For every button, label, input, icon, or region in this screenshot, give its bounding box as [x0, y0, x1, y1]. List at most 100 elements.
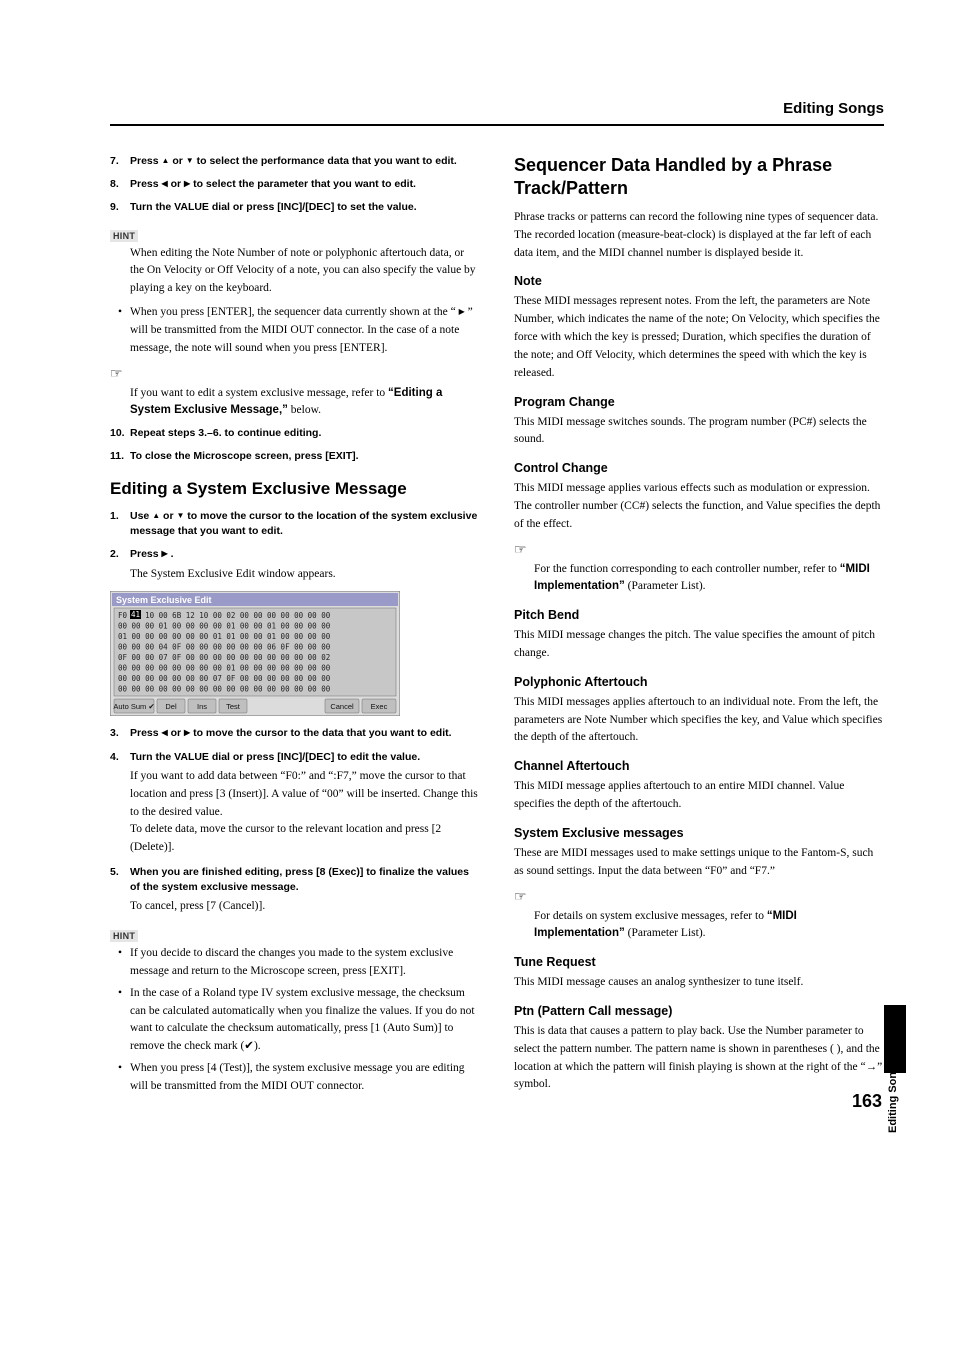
intro-paragraph: Phrase tracks or patterns can record the…: [514, 209, 884, 262]
svg-text:41: 41: [131, 610, 140, 619]
hint-bullet: • When you press [ENTER], the sequencer …: [118, 304, 480, 357]
paragraph: This MIDI message applies aftertouch to …: [514, 778, 884, 814]
step-body: To close the Microscope screen, press [E…: [130, 449, 480, 464]
svg-text:00 00 00 01 00 00 00 00 01 0: 00 00 00 01 00 00 00 00 01 00 00 01 00 0…: [118, 622, 331, 631]
svg-text:0F 00 00 07 0F 00 00 00 00 0: 0F 00 00 07 0F 00 00 00 00 00 00 00 00 0…: [118, 653, 330, 662]
svg-text:Auto Sum ✔: Auto Sum ✔: [113, 702, 154, 711]
paragraph: These are MIDI messages used to make set…: [514, 845, 884, 881]
bullet-text: When you press [4 (Test)], the system ex…: [130, 1060, 480, 1096]
svg-text:System Exclusive Edit: System Exclusive Edit: [116, 595, 212, 605]
step: 8.Press or to select the parameter that …: [110, 177, 480, 192]
svg-text:F0 41 10 00 6B 12 10 00 02 0: F0 41 10 00 6B 12 10 00 02 00 00 00 00 0…: [118, 611, 331, 620]
hint-label: HINT: [110, 930, 138, 942]
step-instruction: Repeat steps 3.–6. to continue editing.: [130, 426, 480, 441]
step-instruction: Press or to select the performance data …: [130, 154, 480, 169]
pointer-body: For the function corresponding to each c…: [534, 561, 884, 597]
step-number: 11.: [110, 449, 130, 464]
step: 4.Turn the VALUE dial or press [INC]/[DE…: [110, 750, 480, 857]
pointer-body: If you want to edit a system exclusive m…: [130, 385, 480, 421]
page-number: 163: [852, 1091, 882, 1112]
svg-text:01 00 00 00 00 00 00 01 01 0: 01 00 00 00 00 00 00 01 01 00 00 01 00 0…: [118, 632, 331, 641]
step-number: 9.: [110, 200, 130, 215]
step-body: Turn the VALUE dial or press [INC]/[DEC]…: [130, 750, 480, 857]
pointer-icon: ☞: [514, 542, 527, 559]
step-instruction: Press or to move the cursor to the data …: [130, 726, 480, 741]
step-number: 4.: [110, 750, 130, 857]
bullet-dot: •: [118, 1060, 130, 1096]
step: 9.Turn the VALUE dial or press [INC]/[DE…: [110, 200, 480, 215]
step-instruction: Turn the VALUE dial or press [INC]/[DEC]…: [130, 200, 480, 215]
step: 7.Press or to select the performance dat…: [110, 154, 480, 169]
step-instruction: Use or to move the cursor to the locatio…: [130, 509, 480, 539]
section-header: Editing Songs: [110, 100, 884, 126]
sysex-edit-figure: System Exclusive Edit F0 41 10 00 6B 12 1…: [110, 591, 480, 716]
svg-text:Exec: Exec: [371, 702, 388, 711]
step-detail: To cancel, press [7 (Cancel)].: [130, 898, 480, 916]
subsection-heading: Editing a System Exclusive Message: [110, 479, 480, 499]
step-body: Use or to move the cursor to the locatio…: [130, 509, 480, 539]
step: 1.Use or to move the cursor to the locat…: [110, 509, 480, 539]
hint-bullet: •If you decide to discard the changes yo…: [118, 945, 480, 981]
paragraph: This MIDI message switches sounds. The p…: [514, 414, 884, 450]
subheading: Tune Request: [514, 955, 884, 969]
step-number: 3.: [110, 726, 130, 741]
pointer-icon: ☞: [110, 366, 123, 383]
svg-text:Test: Test: [226, 702, 241, 711]
paragraph: This MIDI message changes the pitch. The…: [514, 627, 884, 663]
hint-bullet: •When you press [4 (Test)], the system e…: [118, 1060, 480, 1096]
two-column-layout: 7.Press or to select the performance dat…: [110, 154, 884, 1100]
step: 11.To close the Microscope screen, press…: [110, 449, 480, 464]
bullet-dot: •: [118, 985, 130, 1056]
svg-text:Cancel: Cancel: [330, 702, 354, 711]
step-instruction: Press or to select the parameter that yo…: [130, 177, 480, 192]
step-number: 2.: [110, 547, 130, 583]
sysex-svg: System Exclusive Edit F0 41 10 00 6B 12 1…: [110, 591, 400, 716]
bullet-dot: •: [118, 945, 130, 981]
pointer-icon: ☞: [514, 889, 527, 906]
hint-label: HINT: [110, 230, 138, 242]
step-detail: The System Exclusive Edit window appears…: [130, 566, 480, 584]
paragraph: This is data that causes a pattern to pl…: [514, 1023, 884, 1094]
step-body: Repeat steps 3.–6. to continue editing.: [130, 426, 480, 441]
paragraph: This MIDI messages applies aftertouch to…: [514, 694, 884, 747]
right-column: Sequencer Data Handled by a Phrase Track…: [514, 154, 884, 1100]
subheading: System Exclusive messages: [514, 826, 884, 840]
subheading: Pitch Bend: [514, 608, 884, 622]
step-number: 7.: [110, 154, 130, 169]
step-body: Press or to move the cursor to the data …: [130, 726, 480, 741]
step: 5.When you are finished editing, press […: [110, 865, 480, 916]
main-heading: Sequencer Data Handled by a Phrase Track…: [514, 154, 884, 199]
step-instruction: To close the Microscope screen, press [E…: [130, 449, 480, 464]
subheading: Channel Aftertouch: [514, 759, 884, 773]
step: 3.Press or to move the cursor to the dat…: [110, 726, 480, 741]
paragraph: These MIDI messages represent notes. Fro…: [514, 293, 884, 382]
paragraph: This MIDI message causes an analog synth…: [514, 974, 884, 992]
left-column: 7.Press or to select the performance dat…: [110, 154, 480, 1100]
step: 10.Repeat steps 3.–6. to continue editin…: [110, 426, 480, 441]
svg-text:00 00 00 00 00 00 00 00 00 0: 00 00 00 00 00 00 00 00 00 00 00 00 00 0…: [118, 685, 331, 694]
step-number: 10.: [110, 426, 130, 441]
bullet-text: If you decide to discard the changes you…: [130, 945, 480, 981]
side-tab-label: Editing Songs: [887, 1059, 899, 1133]
svg-text:00 00 00 00 00 00 00 07 0F 0: 00 00 00 00 00 00 00 07 0F 00 00 00 00 0…: [118, 674, 331, 683]
hint-bullet: •In the case of a Roland type IV system …: [118, 985, 480, 1056]
step: 2.Press . The System Exclusive Edit windo…: [110, 547, 480, 583]
step-instruction: Turn the VALUE dial or press [INC]/[DEC]…: [130, 750, 480, 765]
hint-body: When editing the Note Number of note or …: [130, 245, 480, 298]
svg-text:00 00 00 00 00 00 00 00 01 0: 00 00 00 00 00 00 00 00 01 00 00 00 00 0…: [118, 664, 331, 673]
subheading: Ptn (Pattern Call message): [514, 1004, 884, 1018]
step-detail: If you want to add data between “F0:” an…: [130, 768, 480, 857]
step-instruction: Press .: [130, 547, 480, 562]
step-number: 1.: [110, 509, 130, 539]
svg-text:00 00 00 04 0F 00 00 00 00 0: 00 00 00 04 0F 00 00 00 00 00 00 06 0F 0…: [118, 643, 331, 652]
step-body: Press or to select the performance data …: [130, 154, 480, 169]
step-body: Press . The System Exclusive Edit window …: [130, 547, 480, 583]
subheading: Control Change: [514, 461, 884, 475]
step-body: Press or to select the parameter that yo…: [130, 177, 480, 192]
subheading: Note: [514, 274, 884, 288]
step-instruction: When you are finished editing, press [8 …: [130, 865, 480, 895]
paragraph: This MIDI message applies various effect…: [514, 480, 884, 533]
step-number: 8.: [110, 177, 130, 192]
side-tab: Editing Songs: [884, 1005, 906, 1135]
subheading: Polyphonic Aftertouch: [514, 675, 884, 689]
